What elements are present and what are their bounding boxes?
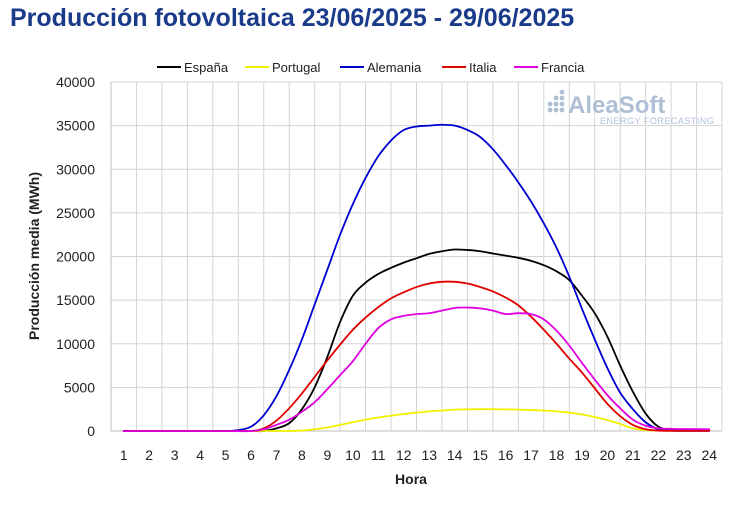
series-line-italia — [122, 280, 711, 433]
y-tick-label: 10000 — [56, 336, 95, 352]
logo-tagline: ENERGY FORECASTING — [600, 116, 714, 126]
x-tick-label: 5 — [222, 447, 230, 463]
tick-labels: 0 5000 10000 15000 20000 25000 30000 35000 40000… — [56, 74, 717, 463]
chart-title: Producción fotovoltaica 23/06/2025 - 29/… — [10, 4, 575, 32]
logo-name: AleaSoft — [568, 92, 665, 119]
x-tick-label: 17 — [523, 447, 539, 463]
logo-dots-icon — [547, 89, 565, 113]
y-tick-label: 15000 — [56, 292, 95, 308]
series-line-espana — [122, 248, 711, 433]
x-tick-label: 12 — [396, 447, 412, 463]
series-lines — [122, 123, 711, 433]
legend-label-portugal: Portugal — [272, 60, 321, 75]
x-tick-label: 10 — [345, 447, 361, 463]
x-tick-label: 11 — [371, 447, 386, 463]
grid — [110, 81, 723, 432]
y-tick-label: 25000 — [56, 205, 95, 221]
series-line-portugal — [122, 408, 711, 432]
y-tick-label: 30000 — [56, 161, 95, 177]
y-tick-label: 35000 — [56, 118, 95, 134]
legend-label-francia: Francia — [541, 60, 585, 75]
x-tick-label: 22 — [651, 447, 667, 463]
y-tick-label: 5000 — [64, 379, 95, 395]
legend-label-alemania: Alemania — [367, 60, 422, 75]
x-tick-label: 2 — [145, 447, 153, 463]
x-tick-label: 6 — [247, 447, 255, 463]
legend: España Portugal Alemania Italia Francia — [157, 60, 585, 75]
x-tick-label: 20 — [600, 447, 616, 463]
x-tick-label: 14 — [447, 447, 463, 463]
x-tick-label: 19 — [574, 447, 590, 463]
x-tick-label: 21 — [625, 447, 641, 463]
x-tick-label: 16 — [498, 447, 514, 463]
x-tick-label: 8 — [298, 447, 306, 463]
series-line-francia — [122, 306, 711, 433]
x-tick-label: 13 — [421, 447, 437, 463]
legend-label-italia: Italia — [469, 60, 497, 75]
y-tick-label: 40000 — [56, 74, 95, 90]
y-tick-label: 20000 — [56, 249, 95, 265]
y-axis-title: Producción media (MWh) — [26, 172, 42, 340]
x-axis-title: Hora — [395, 471, 427, 487]
x-tick-label: 23 — [676, 447, 692, 463]
x-tick-label: 9 — [323, 447, 331, 463]
aleasoft-logo: AleaSoft ENERGY FORECASTING — [547, 89, 714, 126]
x-tick-label: 4 — [196, 447, 204, 463]
x-tick-label: 24 — [701, 447, 717, 463]
y-tick-label: 0 — [87, 423, 95, 439]
x-tick-label: 15 — [472, 447, 488, 463]
legend-label-espana: España — [184, 60, 229, 75]
x-tick-label: 7 — [273, 447, 281, 463]
series-line-alemania — [122, 123, 711, 432]
x-tick-label: 3 — [171, 447, 179, 463]
x-tick-label: 1 — [120, 447, 128, 463]
x-tick-label: 18 — [549, 447, 565, 463]
